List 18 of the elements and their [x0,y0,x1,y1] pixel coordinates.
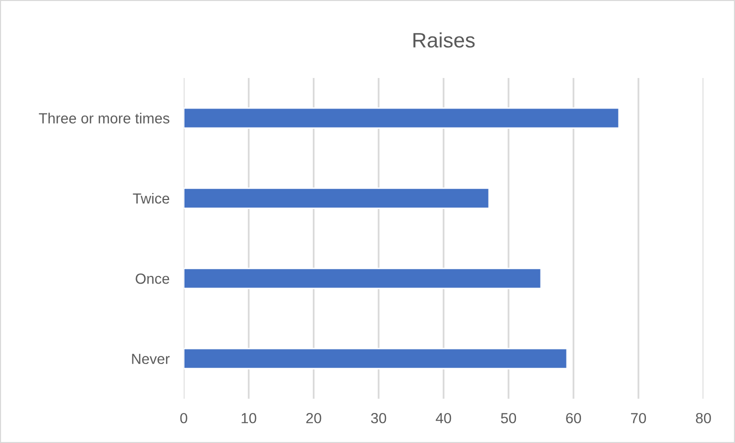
bar [184,268,542,290]
x-tick-label: 80 [696,412,711,424]
bar [184,107,620,129]
y-tick-label: Twice [132,192,170,204]
y-tick-label: Never [132,354,170,364]
bar [184,188,490,209]
x-tick-label: 20 [306,412,322,424]
x-tick-label: 30 [371,412,386,424]
x-tick-label: 40 [436,412,452,424]
x-tick-label: 60 [566,412,582,424]
x-tick-label: 10 [242,412,256,424]
y-tick-label: Once [136,274,170,284]
bar [184,348,568,370]
x-tick-label: 0 [180,412,188,424]
x-tick-label: 50 [501,412,516,424]
y-tick-label: Three or more times [38,112,170,124]
x-tick-label: 70 [631,412,646,424]
chart-title: Raises [413,32,475,48]
